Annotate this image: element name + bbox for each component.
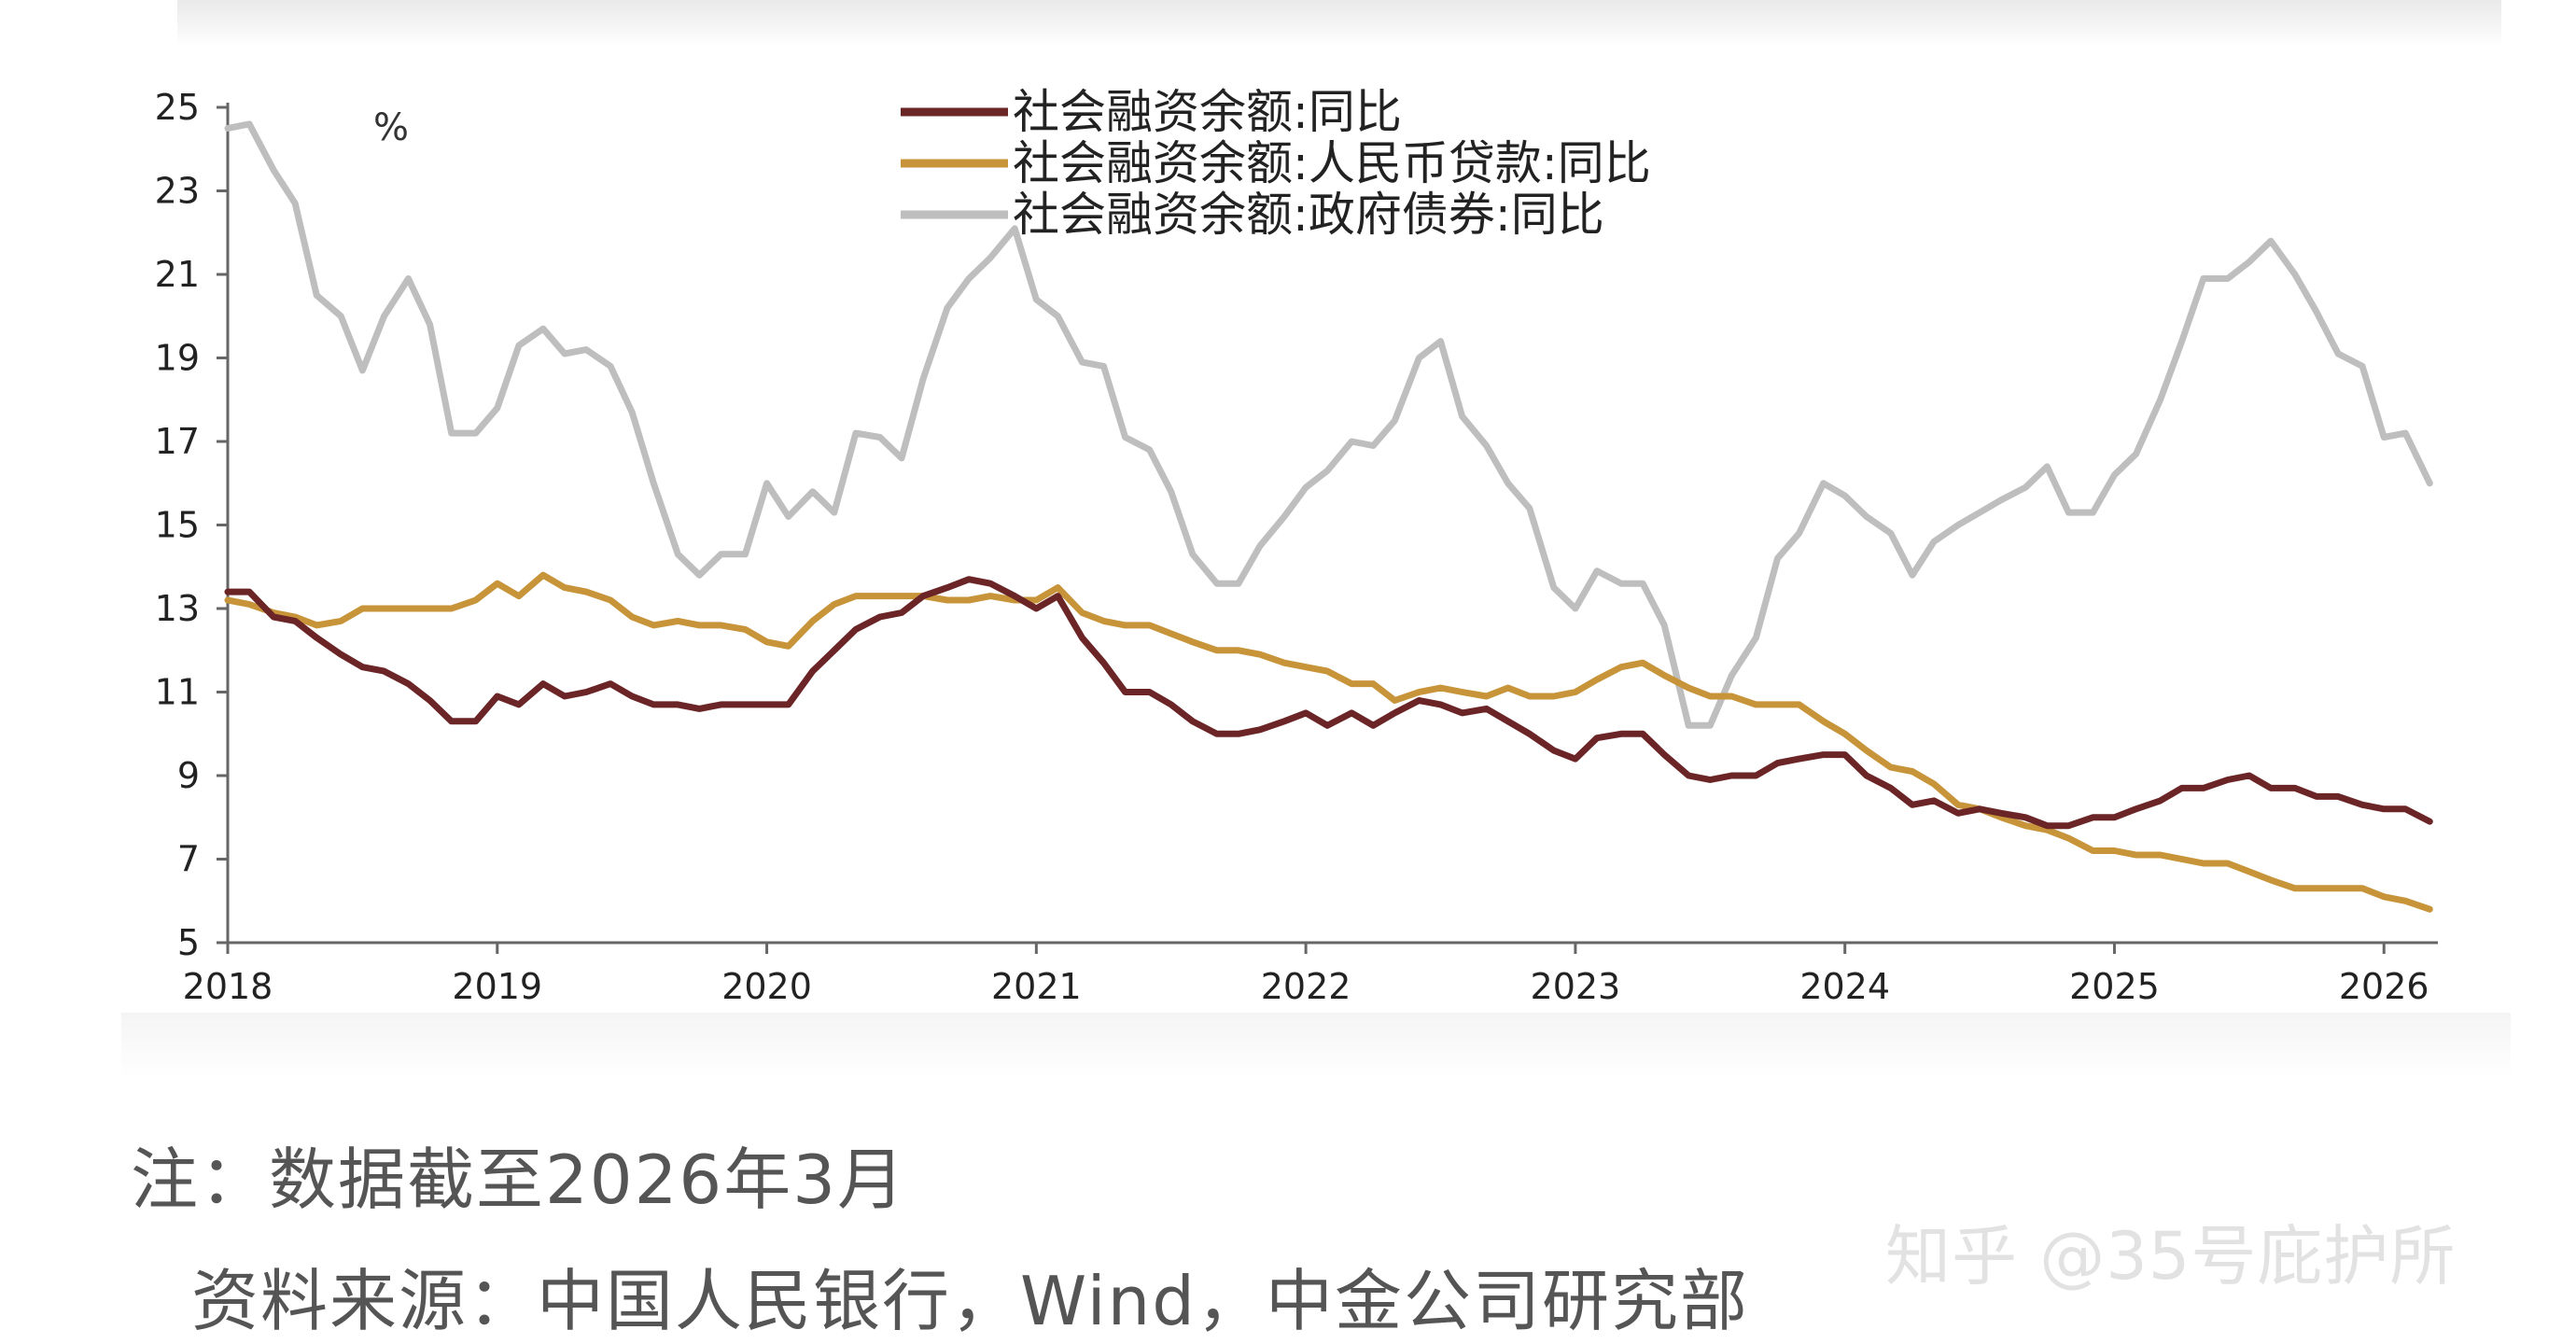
x-tick-label: 2021 — [991, 966, 1082, 1007]
x-tick-label: 2018 — [183, 966, 273, 1007]
series-line-1 — [224, 576, 2433, 830]
y-tick-label: 23 — [155, 171, 200, 212]
series-line-3 — [224, 120, 2433, 729]
legend-label-3: 社会融资余额:政府债券:同比 — [1013, 188, 1604, 242]
legend-label-1: 社会融资余额:同比 — [1013, 85, 1402, 139]
y-tick-label: 13 — [155, 588, 200, 629]
y-tick-label: 25 — [155, 87, 200, 128]
data-source: 资料来源：中国人民银行，Wind，中金公司研究部 — [191, 1262, 1749, 1340]
x-tick-label: 2023 — [1531, 966, 1621, 1007]
y-tick-label: 7 — [177, 839, 200, 880]
y-tick-label: 11 — [155, 672, 200, 713]
x-tick-label: 2025 — [2069, 966, 2160, 1007]
watermark: 知乎 @35号庇护所 — [1885, 1218, 2457, 1295]
y-tick-label: 19 — [155, 338, 200, 379]
chart-note: 注：数据截至2026年3月 — [131, 1141, 907, 1219]
y-tick-label: 5 — [177, 922, 200, 963]
x-tick-label: 2022 — [1261, 966, 1351, 1007]
series-lines — [224, 120, 2433, 913]
x-tick-label: 2019 — [452, 966, 542, 1007]
x-tick-label: 2026 — [2339, 966, 2429, 1007]
y-tick-label: 17 — [155, 421, 200, 462]
y-tick-label: 9 — [177, 755, 200, 796]
y-tick-label: 15 — [155, 505, 200, 546]
y-unit-label: % — [373, 106, 409, 149]
x-tick-label: 2024 — [1799, 966, 1890, 1007]
chart-bottom-shadow-band — [121, 1013, 2511, 1078]
x-tick-label: 2020 — [721, 966, 812, 1007]
series-line-2 — [224, 571, 2433, 913]
top-shadow-band — [177, 0, 2501, 47]
legend-label-2: 社会融资余额:人民币贷款:同比 — [1013, 136, 1651, 190]
y-tick-label: 21 — [155, 254, 200, 295]
